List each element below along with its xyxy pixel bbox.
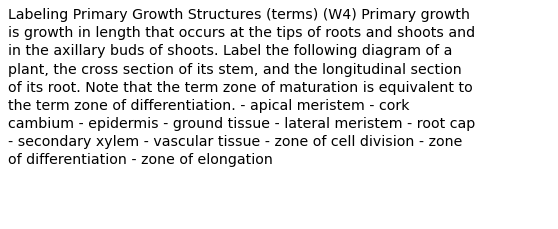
Text: Labeling Primary Growth Structures (terms) (W4) Primary growth
is growth in leng: Labeling Primary Growth Structures (term… <box>8 8 475 167</box>
